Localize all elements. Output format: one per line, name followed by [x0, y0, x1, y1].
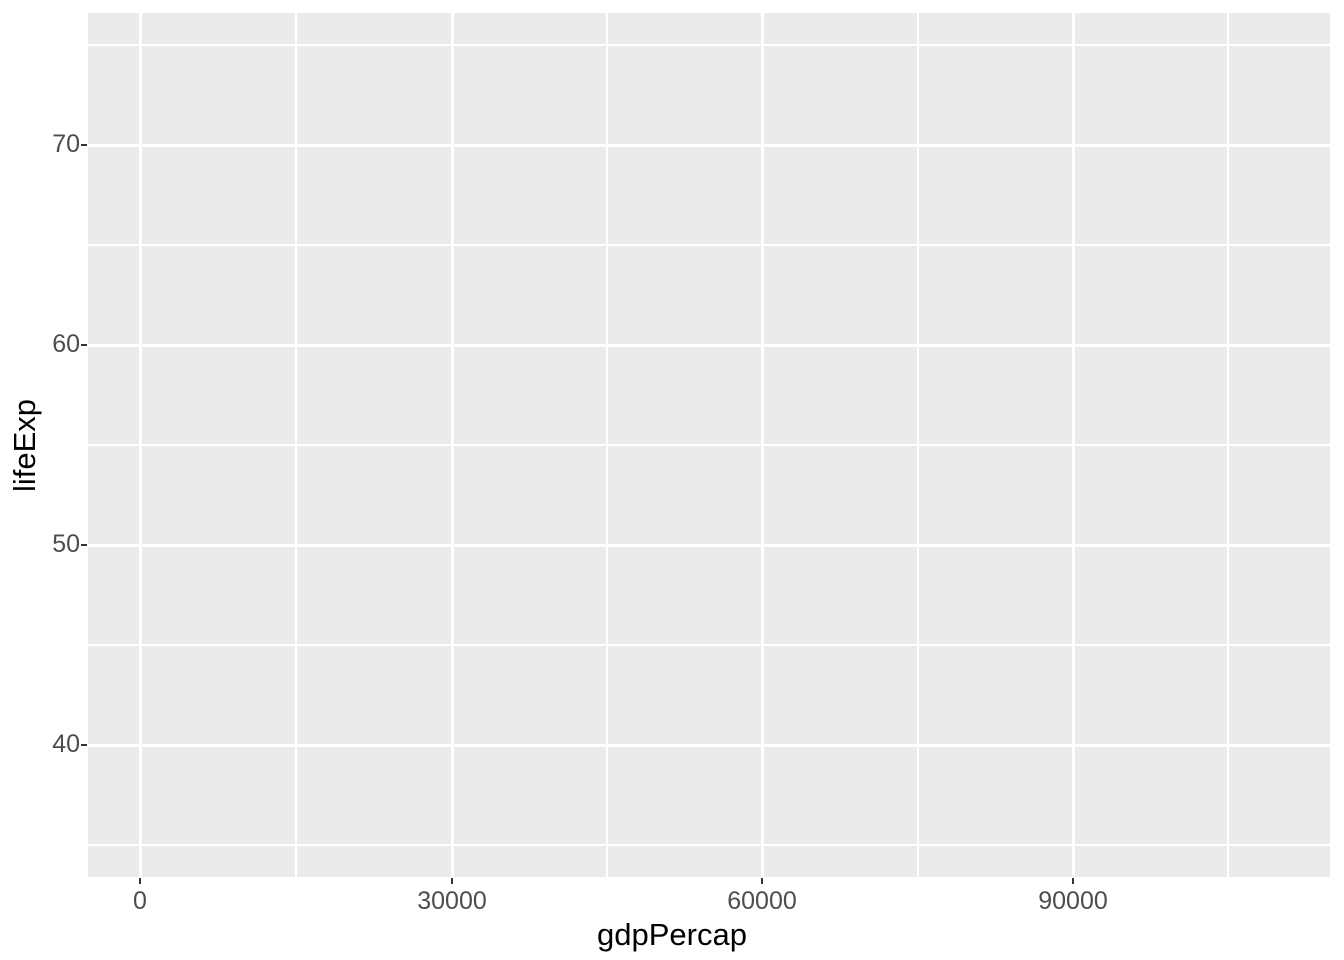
- y-gridline-minor: [88, 644, 1330, 646]
- y-axis-tick-label: 40: [52, 730, 80, 758]
- y-gridline-major: [88, 343, 1330, 347]
- y-axis-tick: [81, 144, 87, 146]
- x-axis-tick: [139, 878, 141, 884]
- y-gridline-minor: [88, 844, 1330, 846]
- x-axis-tick-label: 60000: [727, 887, 797, 915]
- y-gridline-minor: [88, 444, 1330, 446]
- y-axis-tick-label: 60: [52, 330, 80, 358]
- x-axis-tick-label: 90000: [1038, 887, 1108, 915]
- y-axis-title-text: lifeExp: [7, 398, 43, 492]
- x-axis-tick-label: 0: [133, 887, 147, 915]
- y-gridline-major: [88, 543, 1330, 547]
- x-axis-tick-label: 30000: [417, 887, 487, 915]
- y-gridline-minor: [88, 244, 1330, 246]
- y-axis-tick-label: 70: [52, 130, 80, 158]
- y-gridline-major: [88, 743, 1330, 747]
- x-axis-tick: [761, 878, 763, 884]
- y-axis-tick-label: 50: [52, 530, 80, 558]
- y-gridline-minor: [88, 44, 1330, 46]
- y-gridline-major: [88, 143, 1330, 147]
- y-axis-tick: [81, 744, 87, 746]
- plot-panel: [88, 13, 1330, 877]
- x-axis-title: gdpPercap: [597, 917, 747, 952]
- x-axis-tick: [1072, 878, 1074, 884]
- y-axis-tick: [81, 544, 87, 546]
- y-axis-title: lifeExp: [7, 0, 43, 890]
- x-axis-tick: [451, 878, 453, 884]
- y-axis-tick: [81, 344, 87, 346]
